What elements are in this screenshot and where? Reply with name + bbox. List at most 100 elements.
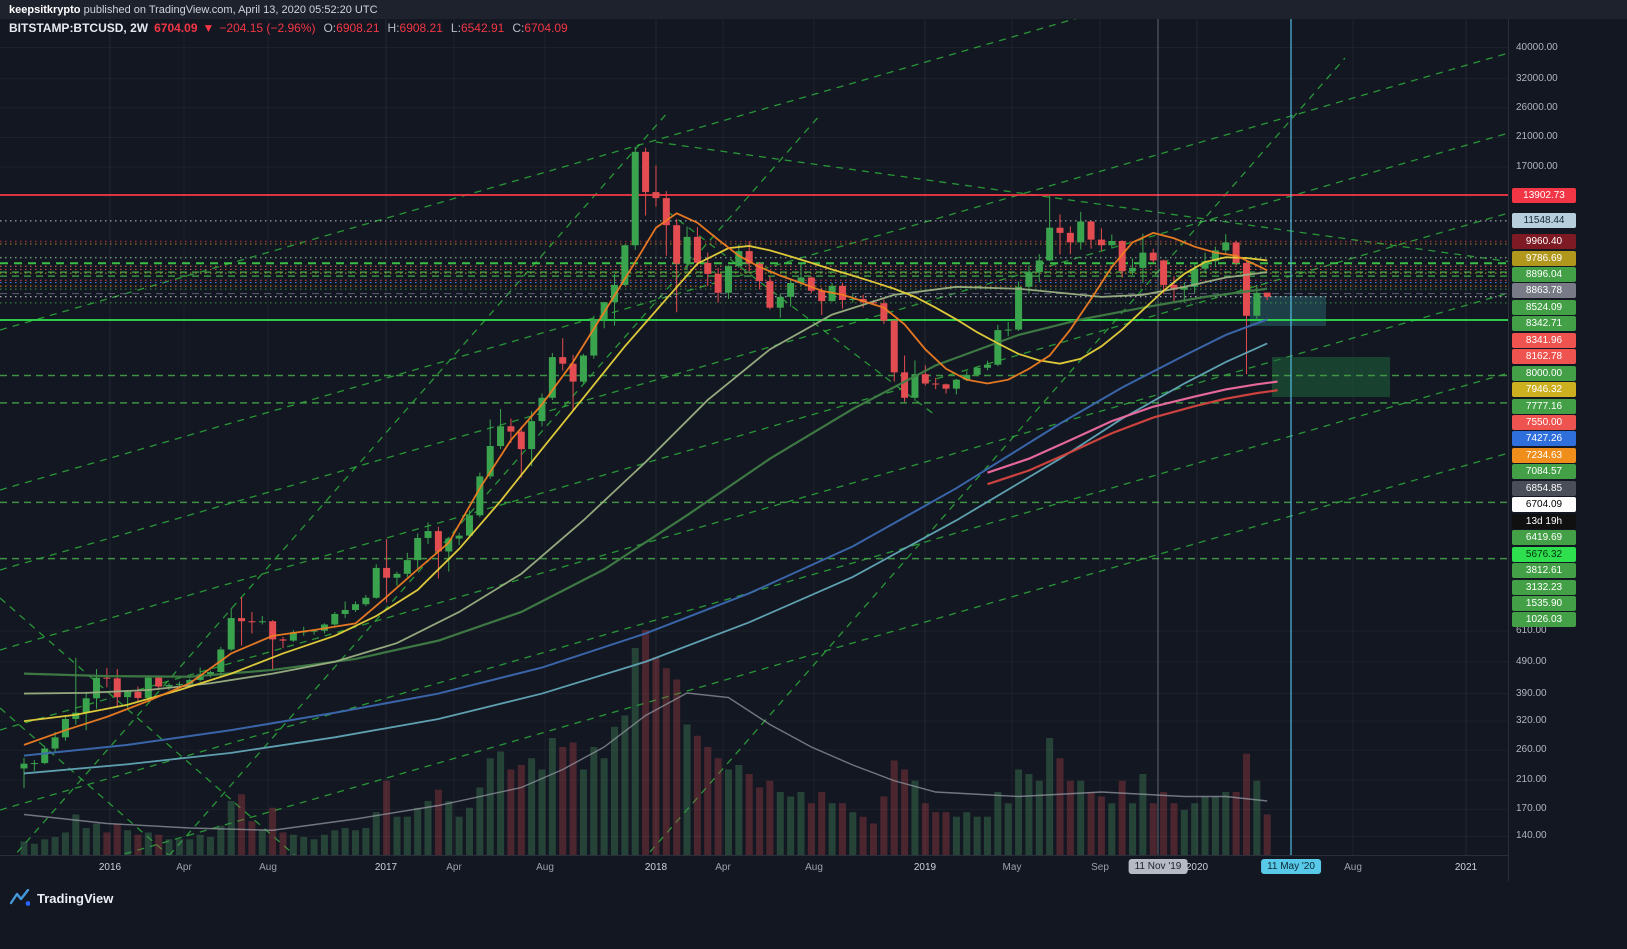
volume-bar [414,807,422,855]
volume-bar [973,816,981,855]
candle-body [455,535,463,539]
volume-bar [507,769,515,855]
volume-bar [693,735,701,855]
price-label-chip[interactable]: 3132.23 [1512,579,1576,595]
symbol-title: BITSTAMP:BTCUSD, 2W [9,21,149,35]
volume-bar [465,807,473,855]
price-label-chip[interactable]: 7234.63 [1512,447,1576,463]
price-label-chip[interactable]: 11548.44 [1512,213,1576,229]
tradingview-logo[interactable]: TradingView [10,889,113,907]
volume-bar [870,823,878,855]
price-label-chip[interactable]: 13902.73 [1512,187,1576,203]
volume-bar [1108,803,1116,855]
candle-body [1232,242,1240,263]
price-tick-label: 260.00 [1516,744,1547,756]
time-axis[interactable]: 2016 Apr Aug 2017 Apr Aug 2018 Apr Aug 2019 May Sep… [0,855,1627,881]
candle-body [952,379,960,389]
price-label-chip[interactable]: 7946.32 [1512,382,1576,398]
price-label-chip[interactable]: 1535.90 [1512,595,1576,611]
candle-body [611,284,619,303]
candle-body [103,677,111,679]
candle-body [673,225,681,264]
candle-body [1129,267,1137,272]
candle-body [983,364,991,368]
volume-bar [818,792,826,855]
candle-body [331,613,339,625]
volume-bar [611,726,619,855]
candle-body [1180,286,1188,290]
volume-bar [186,839,194,855]
price-axis[interactable]: 40000.00 32000.00 26000.00 21000.00 17000.00… [1508,0,1627,881]
price-tick-label: 210.00 [1516,773,1547,785]
price-label-chip[interactable]: 8162.78 [1512,349,1576,365]
volume-bar [963,812,971,855]
volume-bar [569,742,577,855]
candle-body [1077,221,1085,243]
price-label-chip[interactable]: 8863.78 [1512,283,1576,299]
close-label: C: [512,21,525,35]
candle-body [434,531,442,552]
volume-bar [82,828,90,855]
price-label-chip[interactable]: 8896.04 [1512,266,1576,282]
volume-bar [652,657,660,855]
volume-bar [1046,738,1054,855]
price-label-chip[interactable]: 7084.57 [1512,464,1576,480]
symbol-legend[interactable]: BITSTAMP:BTCUSD, 2W 6704.09 ▼ −204.15 (−… [9,21,568,35]
price-label-chip[interactable]: 6419.69 [1512,530,1576,546]
candle-body [683,236,691,264]
time-axis-label: 2019 [913,862,937,873]
candle-body [445,538,453,552]
time-axis-chip[interactable]: 11 May '20 [1261,859,1321,874]
volume-bar [393,816,401,855]
trendline [168,114,821,855]
time-axis-label: 2018 [644,862,668,873]
price-label-chip[interactable]: 8342.71 [1512,316,1576,332]
price-label-chip[interactable]: 5676.32 [1512,546,1576,562]
volume-bar [41,839,49,855]
price-label-chip[interactable]: 6854.85 [1512,480,1576,496]
price-label-chip[interactable]: 7427.26 [1512,431,1576,447]
price-label-chip[interactable]: 8000.00 [1512,365,1576,381]
volume-bar [787,796,795,855]
volume-bar [134,834,142,855]
price-label-chip[interactable]: 1026.03 [1512,612,1576,628]
price-label-chip[interactable]: 6704.09 [1512,497,1576,513]
volume-bar [196,834,204,855]
volume-bar [1129,803,1137,855]
candle-body [93,677,101,699]
candle-body [1201,261,1209,269]
trendline [655,141,1508,263]
candle-body [1139,252,1147,268]
price-label-chip[interactable]: 9960.40 [1512,234,1576,250]
candle-body [963,374,971,380]
volume-bar [227,801,235,855]
grid-lines [0,19,1508,855]
candle-body [704,262,712,274]
volume-bar [72,814,80,855]
price-label-chip[interactable]: 7550.00 [1512,415,1576,430]
ma-teal [23,342,1268,775]
volume-bar [942,812,950,855]
volume-bar [756,787,764,855]
bottom-bar: TradingView [0,881,1627,949]
price-label-chip[interactable]: 3812.61 [1512,563,1576,579]
volume-bar [455,816,463,855]
price-label-chip[interactable]: 8524.09 [1512,299,1576,315]
candle-body [124,691,132,698]
trendline [0,372,1508,811]
volume-bar [797,792,805,855]
volume-bar [1056,758,1064,855]
volume-bar [1118,780,1126,855]
volume-bar [766,780,774,855]
countdown-chip: 13d 19h [1512,513,1576,529]
price-label-chip[interactable]: 8341.96 [1512,332,1576,348]
price-label-chip[interactable]: 7777.16 [1512,398,1576,414]
volume-bar [849,812,857,855]
volume-bar [124,830,132,855]
volume-bar [704,747,712,855]
volume-bar [1242,753,1250,855]
price-label-chip[interactable]: 9786.69 [1512,250,1576,266]
chart-canvas[interactable] [0,0,1508,855]
time-axis-chip[interactable]: 11 Nov '19 [1128,859,1188,874]
volume-bar [1097,796,1105,855]
